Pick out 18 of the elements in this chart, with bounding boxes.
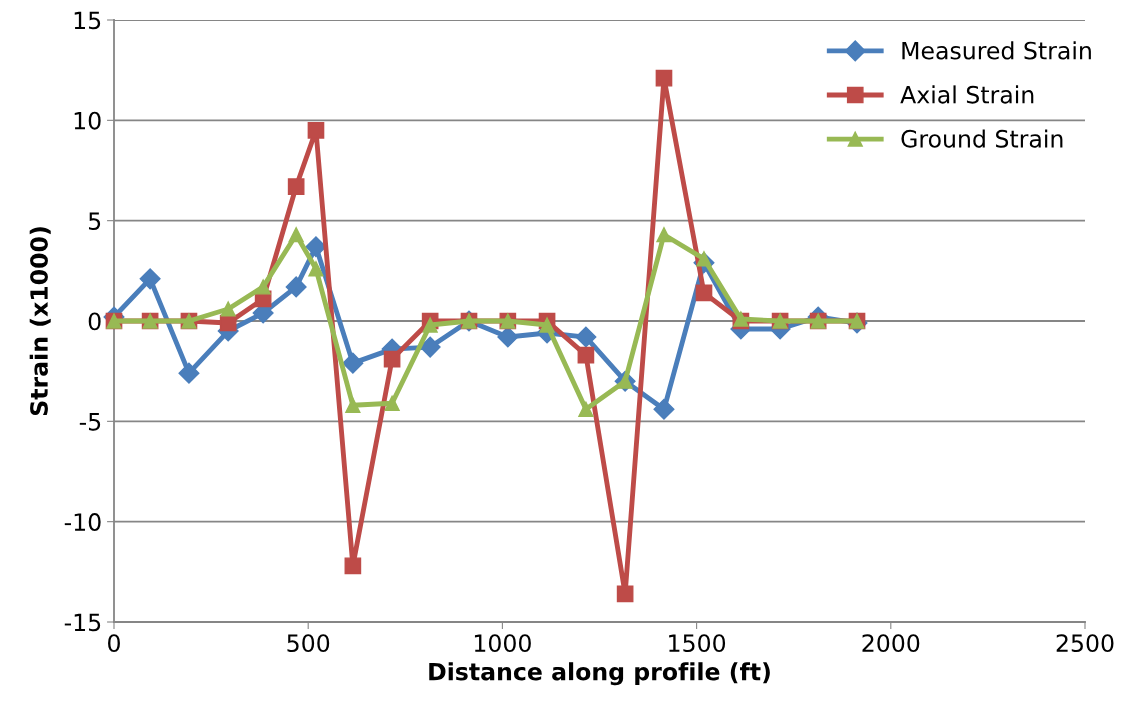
y-tick-label: 0 (88, 312, 101, 331)
legend-label: Ground Strain (901, 129, 1063, 148)
legend-label: Measured Strain (902, 41, 1091, 60)
x-tick-label: 500 (287, 634, 330, 653)
x-tick-label: 2500 (1056, 634, 1114, 653)
y-tick-label: -5 (79, 413, 101, 431)
x-axis-title: Distance along profile (ft) (429, 662, 770, 686)
x-tick-label: 0 (108, 634, 120, 653)
y-tick-label: 10 (74, 111, 101, 130)
x-tick-label: 2000 (862, 634, 920, 653)
y-tick-label: -15 (64, 613, 101, 632)
legend-label: Axial Strain (900, 85, 1034, 104)
y-tick-label: 15 (74, 11, 101, 30)
y-tick-label: 5 (88, 212, 101, 230)
x-tick-label: 1000 (474, 634, 531, 653)
y-axis-title: Strain (x1000) (29, 227, 51, 416)
x-tick-label: 1500 (669, 634, 726, 653)
y-tick-label: -10 (64, 513, 101, 531)
